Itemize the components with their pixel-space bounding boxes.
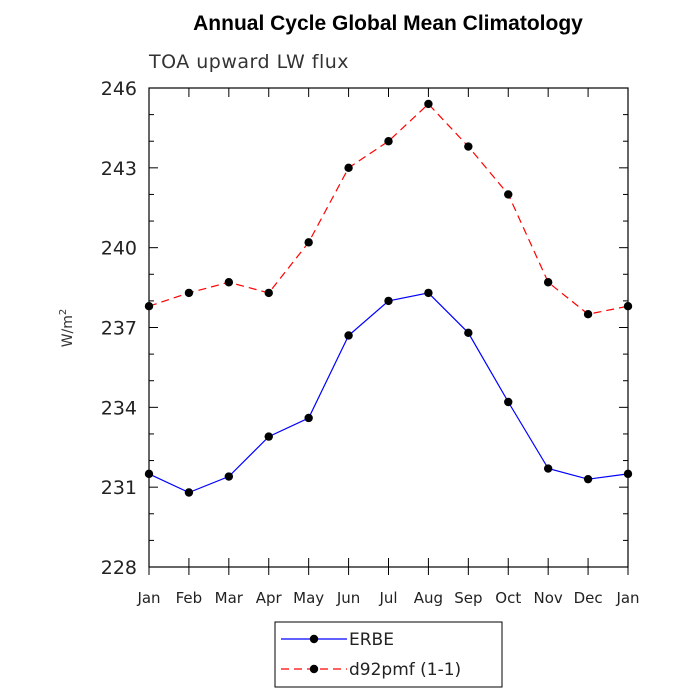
series-1-point — [264, 432, 273, 441]
legend: ERBE d92pmf (1-1) — [274, 621, 503, 688]
series-1-point — [384, 296, 393, 306]
y-axis-label-superscript: 2 — [58, 309, 69, 315]
series-2-point — [344, 163, 353, 173]
plot-area: 228 231 234 237 240 243 246 Jan Feb Mar Apr May Jun J… — [101, 78, 640, 607]
x-tick-label: Oct — [495, 589, 521, 607]
series-1-point — [504, 397, 513, 407]
series-1-point — [543, 464, 553, 473]
legend-label-2: d92pmf (1-1) — [349, 660, 461, 680]
y-axis-label: W/m2 — [58, 309, 76, 348]
series-1-point — [184, 488, 194, 497]
series-line-1 — [148, 292, 629, 494]
x-tick-label: Aug — [414, 589, 443, 607]
y-tick-label: 243 — [101, 158, 137, 180]
x-tick-label: May — [293, 589, 324, 607]
y-tick-label: 237 — [101, 318, 137, 340]
x-tick-label: Jan — [136, 589, 160, 607]
series-2-point — [304, 238, 313, 247]
legend-marker-1 — [309, 634, 319, 644]
y-tick-label: 240 — [101, 238, 137, 260]
x-tick-label: Jan — [615, 589, 639, 607]
x-tick-label: Jul — [378, 589, 397, 607]
series-2-point — [184, 288, 194, 298]
series-1-point — [344, 331, 353, 340]
chart-subtitle: TOA upward LW flux — [148, 51, 349, 73]
x-tick-label: Nov — [534, 589, 563, 607]
series-2-point — [623, 302, 633, 311]
series-2-point — [384, 137, 393, 146]
chart-title: Annual Cycle Global Mean Climatology — [193, 12, 583, 35]
series-1-point — [583, 474, 593, 484]
series-2-point — [424, 99, 433, 109]
series-2-point — [504, 190, 513, 199]
series-1-point — [144, 469, 154, 479]
y-tick-label: 231 — [101, 477, 137, 499]
series-2-point — [464, 142, 473, 151]
plot-frame — [148, 87, 629, 568]
y-tick-label: 234 — [101, 397, 137, 419]
series-1-point — [224, 472, 234, 481]
series-2-point — [264, 288, 273, 298]
series-1-point — [464, 328, 473, 338]
y-tick-label: 246 — [101, 78, 137, 100]
x-tick-label: Dec — [574, 589, 603, 607]
series-1-point — [623, 469, 633, 479]
series-2-point — [543, 278, 553, 287]
x-tick-label: Mar — [215, 589, 244, 607]
x-tick-label: Sep — [454, 589, 482, 607]
x-tick-label: Feb — [176, 589, 203, 607]
x-tick-label: Apr — [256, 589, 283, 607]
series-1-point — [304, 413, 313, 423]
legend-marker-2 — [309, 664, 319, 674]
x-tick-label: Jun — [336, 589, 360, 607]
series-2-point — [224, 278, 234, 287]
legend-box — [274, 621, 503, 688]
y-tick-label: 228 — [101, 557, 137, 579]
legend-label-1: ERBE — [349, 630, 394, 650]
series-1-point — [424, 288, 433, 298]
series-line-2 — [148, 103, 629, 315]
series-2-point — [583, 309, 593, 319]
y-axis-label-text: W/m — [60, 315, 76, 347]
series-2-point — [144, 302, 154, 311]
